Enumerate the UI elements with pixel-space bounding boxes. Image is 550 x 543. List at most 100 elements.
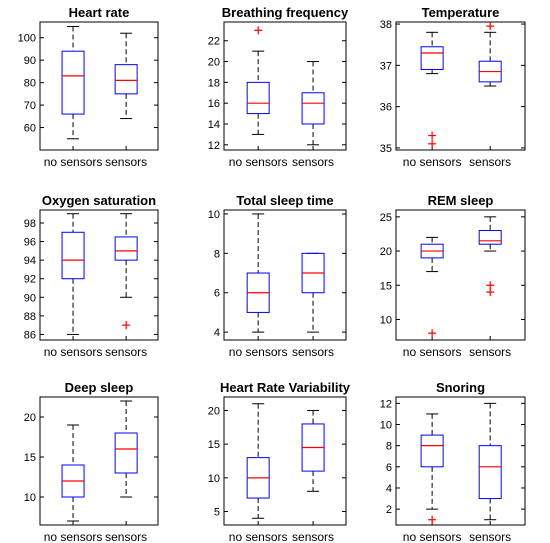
outlier-marker — [254, 26, 263, 35]
x-tick-label: no sensors — [229, 345, 288, 359]
box-0 — [420, 31, 444, 148]
iqr-box — [478, 230, 502, 245]
panel-title: Snoring — [436, 380, 485, 395]
outlier-marker — [486, 288, 495, 297]
axes-frame — [395, 396, 526, 526]
box-1 — [301, 61, 325, 146]
y-tick-label: 90 — [24, 292, 36, 304]
y-tick-label: 12 — [208, 140, 220, 152]
panel-title: Heart rate — [69, 5, 130, 20]
y-tick-label: 10 — [208, 209, 220, 221]
y-tick-label: 8 — [386, 441, 392, 453]
x-tick-label: no sensors — [44, 530, 103, 543]
x-tick-label: no sensors — [403, 345, 462, 359]
x-tick-label: no sensors — [229, 530, 288, 543]
y-tick-label: 20 — [208, 57, 220, 69]
y-tick-label: 100 — [18, 33, 36, 45]
outlier-marker — [486, 281, 495, 290]
panel-title: Total sleep time — [236, 193, 333, 208]
panel-2: Temperature 35 36 37 38 no sensors sensors — [380, 5, 526, 169]
iqr-box — [61, 50, 85, 115]
y-tick-label: 70 — [24, 100, 36, 112]
y-tick-label: 10 — [380, 420, 392, 432]
y-tick-label: 94 — [24, 255, 36, 267]
box-0 — [61, 25, 85, 140]
y-tick-label: 60 — [24, 123, 36, 135]
y-tick-label: 37 — [380, 60, 392, 72]
box-1 — [114, 32, 138, 120]
box-1 — [114, 400, 138, 498]
x-tick-label: sensors — [105, 345, 147, 359]
y-tick-label: 35 — [380, 143, 392, 155]
x-tick-label: sensors — [469, 155, 511, 169]
box-0 — [61, 424, 85, 522]
iqr-box — [114, 236, 138, 261]
panel-1: Breathing frequency 12 14 16 18 20 22 no sensor… — [208, 5, 349, 169]
x-tick-label: no sensors — [229, 155, 288, 169]
y-tick-label: 86 — [24, 329, 36, 341]
iqr-box — [246, 81, 270, 115]
x-tick-label: sensors — [469, 530, 511, 543]
y-tick-label: 90 — [24, 55, 36, 67]
panel-3: Oxygen saturation 86 88 90 92 94 96 98 no sensor… — [24, 193, 159, 359]
y-tick-label: 92 — [24, 274, 36, 286]
y-tick-label: 2 — [386, 504, 392, 516]
panel-title: Oxygen saturation — [42, 193, 156, 208]
y-tick-label: 96 — [24, 237, 36, 249]
axes-frame — [395, 209, 526, 341]
x-tick-label: no sensors — [44, 155, 103, 169]
axes-frame — [223, 396, 347, 526]
y-tick-label: 10 — [24, 492, 36, 504]
outlier-marker — [486, 22, 495, 31]
y-tick-label: 20 — [208, 405, 220, 417]
iqr-box — [301, 92, 325, 125]
y-tick-label: 16 — [208, 98, 220, 110]
outlier-marker — [122, 321, 131, 330]
panel-5: REM sleep 10 15 20 25 no sensors sensors — [380, 193, 526, 359]
iqr-box — [420, 434, 444, 468]
box-1 — [301, 252, 325, 333]
y-tick-label: 36 — [380, 102, 392, 114]
iqr-box — [61, 231, 85, 280]
x-tick-label: no sensors — [403, 155, 462, 169]
axes-frame — [223, 209, 347, 341]
y-tick-label: 15 — [24, 452, 36, 464]
panel-title: Deep sleep — [65, 380, 134, 395]
outlier-marker — [428, 131, 437, 140]
x-tick-label: sensors — [292, 155, 334, 169]
box-0 — [246, 213, 270, 333]
y-tick-label: 20 — [380, 246, 392, 258]
panel-title: REM sleep — [428, 193, 494, 208]
y-tick-label: 20 — [24, 412, 36, 424]
panel-4: Total sleep time 4 6 8 10 no sensors sensors — [208, 193, 347, 359]
x-tick-label: no sensors — [44, 345, 103, 359]
y-tick-label: 15 — [380, 280, 392, 292]
axes-frame — [39, 396, 159, 526]
x-tick-label: sensors — [105, 530, 147, 543]
panel-title: Temperature — [422, 5, 500, 20]
y-tick-label: 18 — [208, 77, 220, 89]
y-tick-label: 15 — [208, 439, 220, 451]
y-tick-label: 10 — [208, 473, 220, 485]
y-tick-label: 38 — [380, 19, 392, 31]
panel-6: Deep sleep 10 15 20 no sensors sensors — [24, 380, 159, 543]
x-tick-label: sensors — [469, 345, 511, 359]
outlier-marker — [428, 139, 437, 148]
box-0 — [61, 213, 85, 335]
iqr-box — [114, 64, 138, 95]
x-tick-label: sensors — [292, 345, 334, 359]
y-tick-label: 6 — [386, 462, 392, 474]
y-tick-label: 4 — [214, 327, 220, 339]
box-0 — [420, 236, 444, 338]
box-1 — [478, 402, 502, 521]
iqr-box — [114, 432, 138, 474]
y-tick-label: 5 — [214, 507, 220, 519]
panel-0: Heart rate 60 70 80 90 100 no sensors sensors — [18, 5, 159, 169]
y-tick-label: 14 — [208, 119, 220, 131]
axes-frame — [223, 21, 347, 151]
y-tick-label: 12 — [380, 398, 392, 410]
outlier-marker — [428, 515, 437, 524]
iqr-box — [420, 46, 444, 70]
box-0 — [246, 403, 270, 519]
